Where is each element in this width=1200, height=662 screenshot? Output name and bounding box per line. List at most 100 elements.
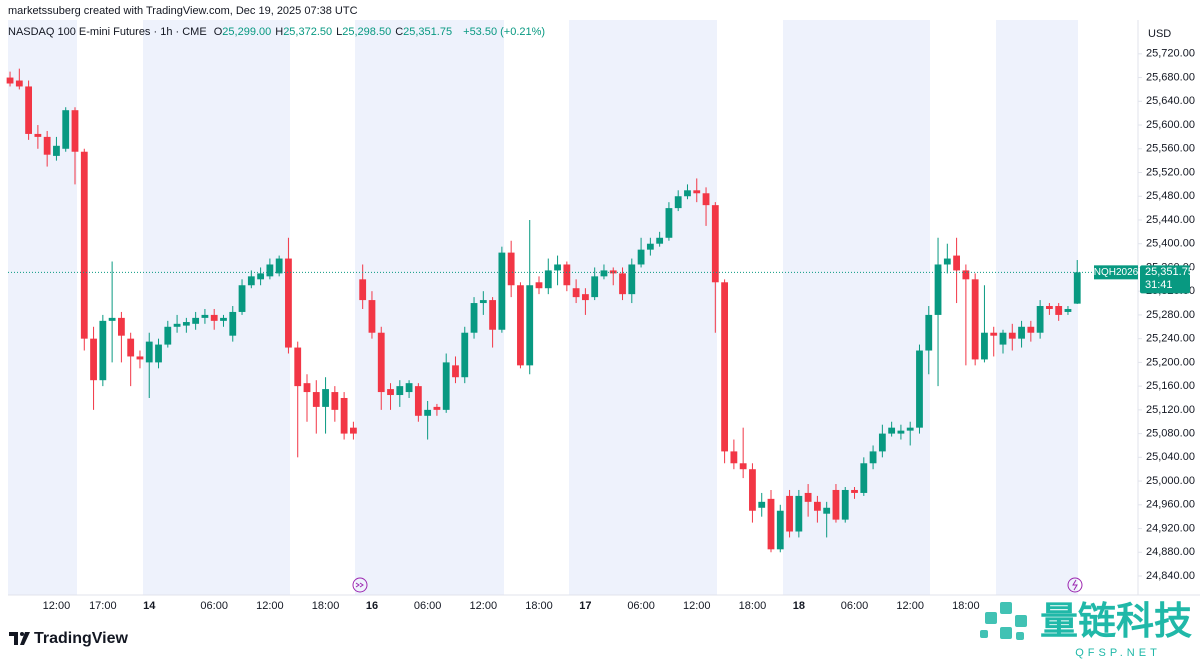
- candle-body: [118, 317, 125, 336]
- candle-body: [136, 356, 144, 360]
- y-tick-label: 25,600.00: [1146, 119, 1195, 131]
- candle-body: [247, 276, 255, 286]
- candle-body: [860, 463, 868, 493]
- candle-body: [71, 110, 79, 152]
- candle-body: [517, 285, 524, 366]
- candle-body: [609, 270, 617, 274]
- candle-body: [182, 322, 190, 326]
- candle-body: [832, 489, 840, 520]
- y-tick-label: 25,040.00: [1146, 451, 1195, 463]
- candle-body: [99, 320, 107, 381]
- candle-body: [851, 489, 858, 493]
- candle-body: [869, 451, 877, 464]
- candle-body: [934, 264, 942, 315]
- candle-body: [1027, 326, 1035, 333]
- candle-body: [108, 317, 116, 321]
- price-tag: [1140, 265, 1190, 294]
- symbol: NASDAQ 100 E-mini Futures · 1h · CME: [8, 26, 207, 38]
- candle-body: [303, 383, 311, 393]
- candle-body: [878, 433, 886, 452]
- candle-body: [145, 341, 153, 363]
- candle-body: [665, 208, 673, 238]
- y-tick-label: 25,240.00: [1146, 333, 1195, 345]
- candle-body: [656, 237, 664, 244]
- candle-body: [758, 501, 766, 508]
- candle-body: [43, 136, 51, 155]
- logo-text: TradingView: [34, 630, 129, 647]
- candle-body: [266, 264, 274, 277]
- watermark: 量链科技: [1040, 601, 1192, 643]
- x-tick-label: 17:00: [89, 600, 117, 612]
- candle-body: [424, 409, 432, 416]
- candle-body: [563, 264, 571, 286]
- ticker-tag: [1094, 265, 1138, 280]
- candle-body: [1018, 326, 1025, 339]
- legend-row: NASDAQ 100 E-mini Futures · 1h · CME O25…: [8, 25, 549, 40]
- y-tick-label: 25,480.00: [1146, 190, 1195, 202]
- y-tick-label: 24,840.00: [1146, 570, 1195, 582]
- x-tick-label: 06:00: [627, 600, 655, 612]
- candle-body: [684, 190, 691, 197]
- y-tick-label: 25,400.00: [1146, 238, 1195, 250]
- candle-body: [943, 258, 951, 265]
- watermark-site: QFSP.NET: [1075, 647, 1161, 659]
- candle-body: [646, 243, 654, 250]
- ohlc-value: 25,372.50: [283, 26, 333, 38]
- ticker-label: NQH2026: [1094, 267, 1139, 278]
- candle-body: [229, 311, 237, 336]
- candle-body: [962, 270, 970, 280]
- candle-body: [582, 294, 589, 301]
- x-tick-label: 06:00: [841, 600, 869, 612]
- ohlc-value: 25,351.75: [403, 26, 453, 38]
- y-tick-label: 25,440.00: [1146, 214, 1195, 226]
- x-tick-label: 12:00: [470, 600, 498, 612]
- y-tick-label: 24,880.00: [1146, 546, 1195, 558]
- x-tick-label: 18:00: [312, 600, 340, 612]
- currency-label: USD: [1148, 28, 1171, 40]
- y-tick-label: 24,920.00: [1146, 522, 1195, 534]
- candle-body: [916, 350, 923, 428]
- candle-body: [841, 489, 849, 520]
- candle-body: [554, 264, 561, 271]
- candle-body: [749, 469, 756, 511]
- candle-body: [711, 205, 719, 283]
- y-tick-label: 25,520.00: [1146, 166, 1195, 178]
- y-tick-label: 25,080.00: [1146, 428, 1195, 440]
- candle-body: [387, 389, 394, 396]
- candle-body: [414, 386, 422, 416]
- ohlc: O25,299.00 H25,372.50 L25,298.50 C25,351.75: [214, 26, 456, 38]
- y-tick-label: 25,200.00: [1146, 356, 1195, 368]
- x-tick-label: 12:00: [896, 600, 924, 612]
- candle-body: [739, 463, 747, 470]
- candle-body: [721, 282, 728, 452]
- candle-body: [953, 255, 960, 271]
- candle-body: [981, 332, 988, 360]
- candle-body: [396, 386, 404, 396]
- candle-body: [795, 495, 803, 532]
- candle-body: [80, 151, 88, 339]
- y-tick-label: 25,280.00: [1146, 309, 1195, 321]
- candle-body: [15, 80, 23, 87]
- candle-body: [359, 279, 367, 301]
- candle-body: [823, 507, 831, 514]
- tv-logo: [9, 632, 30, 645]
- candle-body: [238, 285, 246, 312]
- candle-body: [201, 314, 209, 318]
- session-shading: [8, 20, 1078, 595]
- candle-body: [25, 86, 32, 134]
- candle-body: [767, 498, 775, 550]
- candle-body: [479, 300, 487, 304]
- candle-body: [340, 397, 348, 434]
- ohlc-key: O: [213, 26, 223, 38]
- candle-body: [173, 323, 181, 327]
- candle-body: [786, 495, 793, 532]
- candle-body: [34, 133, 42, 137]
- candle-body: [971, 279, 979, 360]
- candle-body: [377, 332, 385, 393]
- candle-body: [1073, 272, 1081, 304]
- candle-body: [257, 273, 264, 280]
- candle-body: [452, 365, 459, 378]
- candle-body: [591, 276, 599, 298]
- x-tick-label: 17: [579, 600, 591, 612]
- candle-body: [331, 392, 339, 410]
